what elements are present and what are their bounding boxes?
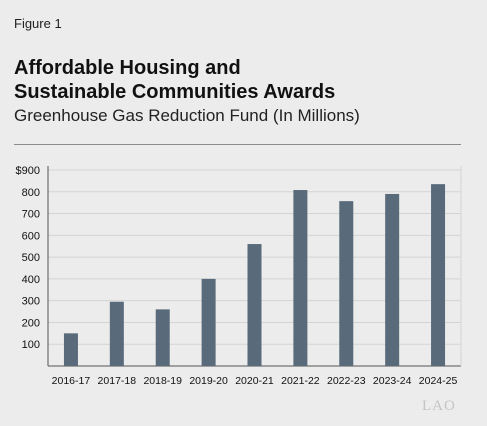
y-tick-label: 100 xyxy=(22,339,40,351)
y-tick-label: 700 xyxy=(22,209,40,221)
bar-2020-21 xyxy=(247,244,262,366)
x-tick-label: 2018-19 xyxy=(143,375,182,387)
bar-2016-17 xyxy=(63,333,78,366)
figure-label: Figure 1 xyxy=(14,16,62,31)
y-tick-label: 200 xyxy=(22,317,40,329)
chart-title-line1: Affordable Housing and xyxy=(14,57,241,79)
bar-2018-19 xyxy=(155,309,170,366)
y-tick-label: 400 xyxy=(22,274,40,286)
chart-subtitle: Greenhouse Gas Reduction Fund (In Millio… xyxy=(14,106,360,125)
bar-2019-20 xyxy=(201,278,216,366)
y-tick-label: 600 xyxy=(22,230,40,242)
y-tick-label: 500 xyxy=(22,252,40,264)
x-tick-label: 2022-23 xyxy=(327,375,366,387)
lao-logo: LAO xyxy=(422,398,456,414)
x-tick-label: 2019-20 xyxy=(189,375,228,387)
x-tick-label: 2017-18 xyxy=(98,375,137,387)
chart-title: Affordable Housing and Sustainable Commu… xyxy=(14,56,474,104)
x-tick-label: 2020-21 xyxy=(235,375,274,387)
bar-2017-18 xyxy=(109,301,124,366)
x-tick-label: 2024-25 xyxy=(419,375,458,387)
x-tick-label: 2016-17 xyxy=(52,375,91,387)
bar-2024-25 xyxy=(431,184,446,366)
x-tick-label: 2023-24 xyxy=(373,375,412,387)
chart-title-line2: Sustainable Communities Awards xyxy=(14,81,336,103)
bar-2022-23 xyxy=(339,201,354,366)
y-tick-label: 300 xyxy=(22,296,40,308)
bar-2023-24 xyxy=(385,193,400,366)
x-tick-label: 2021-22 xyxy=(281,375,320,387)
y-tick-label: $900 xyxy=(16,165,40,177)
bar-2021-22 xyxy=(293,190,308,366)
y-tick-label: 800 xyxy=(22,187,40,199)
title-divider xyxy=(14,144,461,145)
